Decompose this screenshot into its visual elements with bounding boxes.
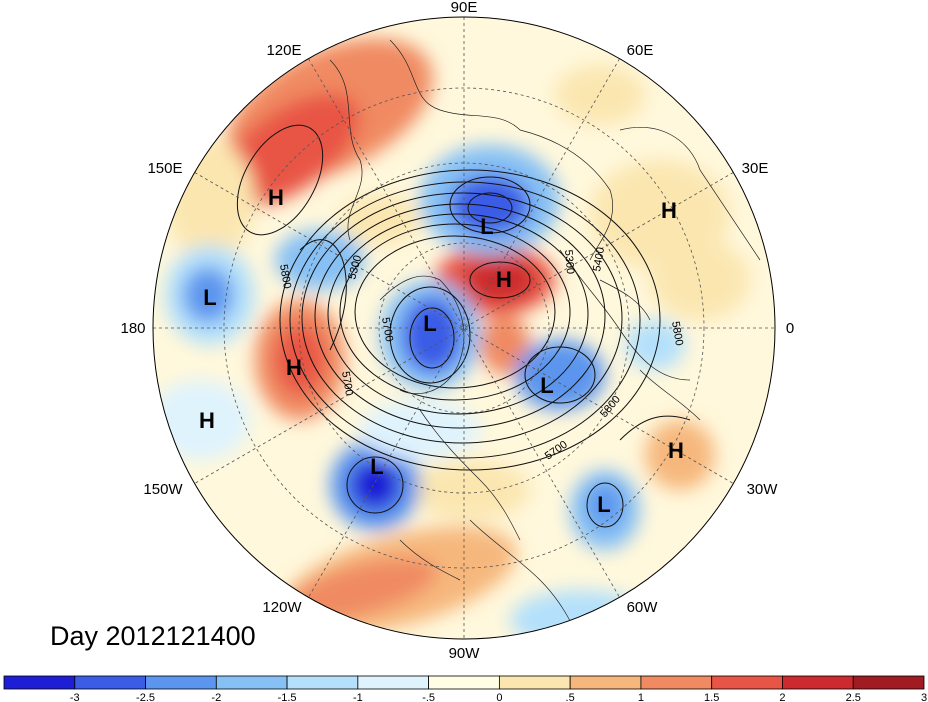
- coastlines: [329, 39, 761, 639]
- colorbar-swatch: [3, 675, 76, 690]
- low-center: L: [540, 373, 553, 398]
- high-center: H: [496, 267, 512, 292]
- anomaly-field: [153, 17, 775, 639]
- contour-label: 5300: [562, 249, 576, 274]
- colorbar-swatch: [428, 675, 500, 690]
- low-center: L: [597, 492, 610, 517]
- colorbar-tick-label: 1.5: [704, 692, 719, 702]
- graticule: [153, 17, 775, 639]
- colorbar-tick-label: -.5: [422, 692, 435, 702]
- contour-label: 5800: [277, 263, 293, 289]
- colorbar-tick-label: 2.5: [846, 692, 861, 702]
- colorbar-swatch: [215, 675, 288, 690]
- high-center: H: [286, 355, 302, 380]
- colorbar-tick-label: 3: [921, 692, 927, 702]
- colorbar-tick-label: -1: [353, 692, 363, 702]
- map-border: [152, 16, 776, 640]
- lon-label-30e: 30E: [742, 160, 769, 177]
- lon-label-60e: 60E: [627, 42, 654, 59]
- colorbar-swatch: [145, 675, 217, 690]
- colorbar-tick-label: -3: [70, 692, 80, 702]
- contour-label: 5700: [339, 370, 355, 396]
- colorbar-swatch: [569, 675, 642, 690]
- lon-label-150e: 150E: [147, 160, 182, 177]
- high-center: H: [661, 198, 677, 223]
- high-center: H: [668, 438, 684, 463]
- colorbar-swatch: [498, 675, 571, 690]
- low-center: L: [480, 214, 493, 239]
- contour-label: 5400: [591, 246, 607, 272]
- colorbar-tick-label: 1: [638, 692, 644, 702]
- lon-label-150w: 150W: [143, 481, 183, 498]
- low-center: L: [423, 311, 436, 336]
- contour-label: 5700: [379, 316, 395, 342]
- high-center: H: [199, 408, 215, 433]
- lon-label-180: 180: [120, 320, 145, 337]
- polar-map: 90E 60E 30E 0 30W 60W 90W 120W 150W 180 …: [120, 0, 794, 662]
- pressure-centers: H L H H L L H L H L H L: [199, 185, 684, 517]
- colorbar-swatch: [640, 675, 713, 690]
- day-label: Day 2012121400: [50, 621, 256, 651]
- lon-label-120e: 120E: [266, 42, 301, 59]
- low-center: L: [370, 454, 383, 479]
- colorbar-swatch: [286, 675, 359, 690]
- lon-label-90e: 90E: [451, 0, 478, 16]
- colorbar-swatch: [74, 675, 146, 690]
- colorbar-swatch: [852, 675, 925, 690]
- colorbar-tick-label: -1.5: [278, 692, 297, 702]
- low-center: L: [203, 285, 216, 310]
- colorbar-tick-label: 0: [496, 692, 502, 702]
- colorbar: -3 -2.5 -2 -1.5 -1 -.5 0 .5 1 1.5 2 2.5 3: [3, 675, 927, 702]
- lon-label-0: 0: [786, 320, 794, 337]
- longitude-labels: 90E 60E 30E 0 30W 60W 90W 120W 150W 180 …: [120, 0, 794, 662]
- colorbar-swatch: [357, 675, 430, 690]
- colorbar-swatch: [782, 675, 854, 690]
- colorbar-swatch: [711, 675, 783, 690]
- lon-label-30w: 30W: [747, 481, 779, 498]
- colorbar-tick-label: -2.5: [136, 692, 155, 702]
- colorbar-tick-label: 2: [779, 692, 785, 702]
- lon-label-60w: 60W: [627, 599, 659, 616]
- colorbar-tick-label: -2: [211, 692, 221, 702]
- height-contours: [236, 124, 691, 528]
- colorbar-tick-label: .5: [566, 692, 575, 702]
- lon-label-120w: 120W: [262, 599, 302, 616]
- high-center: H: [268, 185, 284, 210]
- contour-label: 5800: [669, 320, 685, 346]
- lon-label-90w: 90W: [449, 645, 481, 662]
